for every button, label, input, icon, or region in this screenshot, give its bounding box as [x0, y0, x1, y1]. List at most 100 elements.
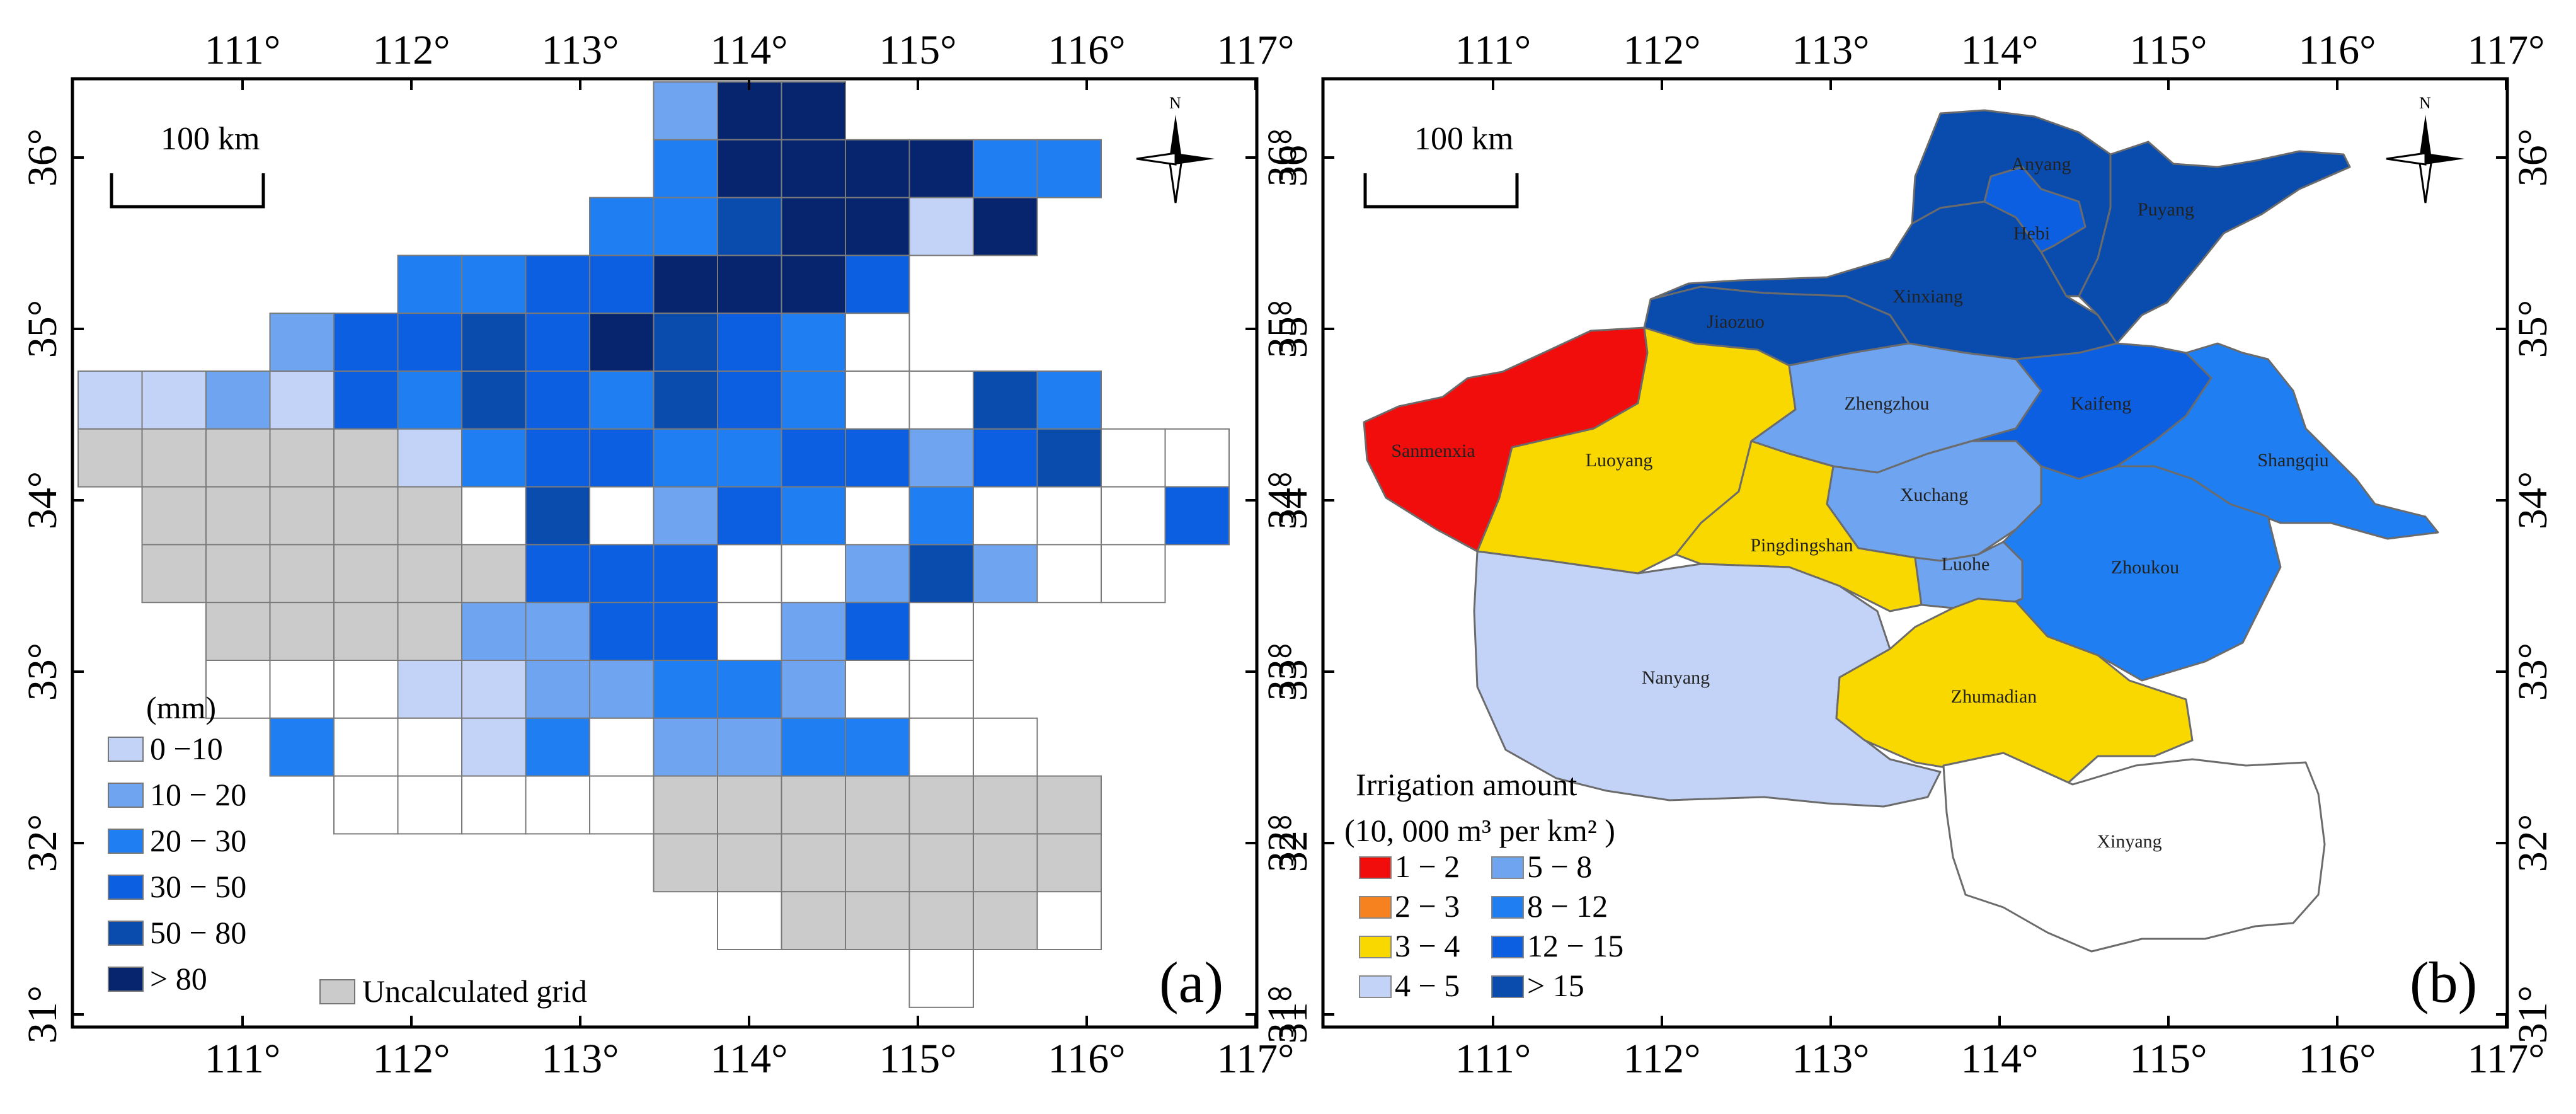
- grid-cell: [269, 428, 335, 488]
- grid-cell: [717, 255, 782, 314]
- y-tick-label-left: 32°: [20, 814, 66, 872]
- grid-cell: [653, 544, 718, 604]
- x-tick-label-top: 112°: [1623, 27, 1701, 73]
- y-tick-label-left: 31°: [20, 985, 66, 1043]
- grid-cell: [461, 544, 527, 604]
- grid-cell: [717, 891, 782, 950]
- grid-cell: [845, 660, 910, 719]
- grid-cell: [333, 370, 399, 430]
- legend-swatch: [1359, 896, 1392, 919]
- grid-cell: [525, 255, 590, 314]
- grid-cell: [397, 428, 462, 488]
- legend-label: > 80: [150, 961, 207, 996]
- grid-cell: [781, 544, 846, 604]
- legend-swatch: [108, 737, 144, 762]
- x-tick-label-bottom: 115°: [2130, 1036, 2207, 1082]
- x-tick-label-top: 114°: [1961, 27, 2039, 73]
- grid-cell: [141, 544, 207, 604]
- panel-a-axes: 111° 111° 112° 112° 113° 113° 114° 114° 115° 115°…: [20, 27, 1305, 1082]
- legend-swatch: [108, 829, 144, 854]
- grid-cell: [973, 717, 1038, 777]
- panel-b: Anyang Puyang Hebi Xinxiang Jiaozuo Sanmenxia…: [1270, 27, 2556, 1082]
- legend-label: 8 − 12: [1527, 888, 1608, 924]
- grid-cell: [589, 660, 655, 719]
- legend-label: 20 − 30: [150, 823, 246, 858]
- grid-cell: [717, 428, 782, 488]
- y-tick-label-right: 31°: [1259, 985, 1305, 1043]
- grid-cell: [973, 833, 1038, 893]
- grid-cell: [269, 717, 335, 777]
- grid-cell: [461, 602, 527, 662]
- y-tick-label-right: 34°: [1259, 471, 1305, 529]
- grid-cell: [845, 428, 910, 488]
- region-label: Puyang: [2138, 199, 2194, 220]
- legend-swatch: [1359, 856, 1392, 879]
- legend-label: > 15: [1527, 968, 1584, 1003]
- scale-bar-label: 100 km: [161, 121, 260, 157]
- grid-cell: [717, 602, 782, 662]
- grid-cell: [589, 428, 655, 488]
- y-tick-label-left: 31°: [1270, 985, 1316, 1043]
- grid-cell: [525, 313, 590, 372]
- grid-cell: [717, 81, 782, 141]
- grid-cell: [77, 428, 143, 488]
- grid-cell: [1101, 428, 1166, 488]
- grid-cell: [781, 486, 846, 546]
- grid-cell: [397, 544, 462, 604]
- grid-cell: [973, 486, 1038, 546]
- grid-cell: [653, 197, 718, 256]
- grid-cell: [908, 428, 974, 488]
- grid-cell: [269, 370, 335, 430]
- grid-cell: [845, 255, 910, 314]
- grid-cell: [461, 775, 527, 835]
- legend-swatch: [1359, 975, 1392, 998]
- grid-cell: [845, 602, 910, 662]
- panel-label-a: (a): [1159, 950, 1223, 1014]
- grid-cell: [781, 197, 846, 256]
- grid-cell: [717, 660, 782, 719]
- grid-cell: [1036, 833, 1102, 893]
- legend-label: 12 − 15: [1527, 928, 1623, 963]
- x-tick-label-top: 113°: [542, 27, 619, 73]
- grid-cell: [1101, 486, 1166, 546]
- grid-cell: [333, 775, 399, 835]
- grid-cell: [269, 486, 335, 546]
- grid-cell: [845, 891, 910, 950]
- grid-cell: [269, 660, 335, 719]
- legend-swatch-uncalculated: [319, 979, 355, 1004]
- grid-cell: [908, 775, 974, 835]
- grid-cell: [1036, 486, 1102, 546]
- grid-cell: [141, 486, 207, 546]
- grid-cell: [653, 313, 718, 372]
- legend-a: (mm) 0 −10 10 − 20 20 − 30 30 − 50 50 − 80 > …: [108, 690, 587, 1009]
- grid-cell: [845, 139, 910, 198]
- grid-cell: [205, 660, 271, 719]
- grid-cell: [525, 486, 590, 546]
- grid-cell: [717, 197, 782, 256]
- y-tick-label-right: 35°: [1259, 300, 1305, 358]
- grid-cell: [333, 428, 399, 488]
- grid-cell: [461, 486, 527, 546]
- grid-cell: [845, 197, 910, 256]
- grid-cell: [653, 255, 718, 314]
- legend-title: Irrigation amount: [1356, 767, 1577, 802]
- y-tick-label-left: 36°: [1270, 129, 1316, 187]
- y-tick-label-left: 36°: [20, 129, 66, 187]
- x-tick-label-bottom: 112°: [1623, 1036, 1701, 1082]
- grid-cell: [525, 428, 590, 488]
- x-tick-label-bottom: 114°: [1961, 1036, 2039, 1082]
- grid-cell: [653, 833, 718, 893]
- panel-a: 111° 111° 112° 112° 113° 113° 114° 114° 115° 115°…: [20, 27, 1305, 1082]
- grid-cell: [397, 255, 462, 314]
- x-tick-label-top: 116°: [2299, 27, 2376, 73]
- legend-label: 5 − 8: [1527, 849, 1592, 884]
- north-arrow-icon: N: [1136, 94, 1215, 204]
- x-tick-label-top: 117°: [1217, 27, 1295, 73]
- region-pingdingshan: [1674, 440, 1923, 612]
- grid-cell: [525, 717, 590, 777]
- grid-cell: [717, 139, 782, 198]
- grid-cell: [141, 428, 207, 488]
- grid-cell: [333, 544, 399, 604]
- panel-b-axes: 111° 111° 112° 112° 113° 113° 114° 114° 115° 115°…: [1270, 27, 2556, 1082]
- legend-swatch: [108, 783, 144, 808]
